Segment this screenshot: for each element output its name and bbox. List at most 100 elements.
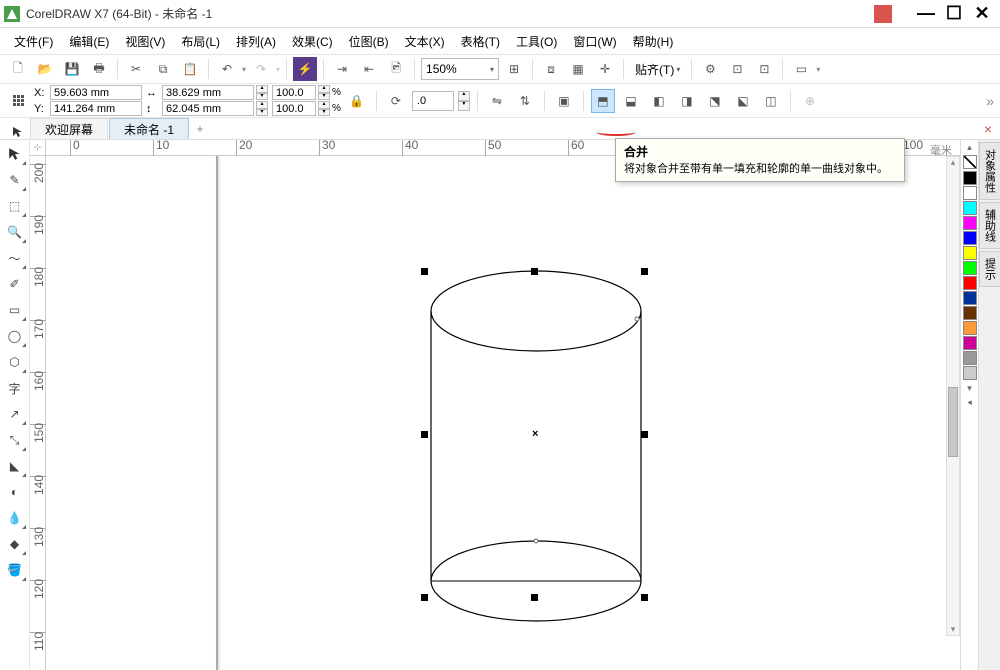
selection-handle[interactable] bbox=[531, 268, 538, 275]
connector-tool[interactable]: ⤡ bbox=[3, 428, 27, 452]
swatch-cccccc[interactable] bbox=[963, 366, 977, 380]
add-button[interactable]: ⊕ bbox=[798, 89, 822, 113]
import-button[interactable]: ⇥ bbox=[330, 57, 354, 81]
parallel-dim-tool[interactable]: ↗ bbox=[3, 402, 27, 426]
ruler-origin[interactable]: ⊹ bbox=[30, 140, 46, 156]
shape-tool[interactable]: ✎ bbox=[3, 168, 27, 192]
trim-button[interactable]: ⬓ bbox=[619, 89, 643, 113]
crop-tool[interactable]: ⬚ bbox=[3, 194, 27, 218]
transparency-tool[interactable]: ◐ bbox=[3, 480, 27, 504]
redo-button[interactable]: ↷ bbox=[249, 57, 273, 81]
rotation-spinner[interactable]: ▴▾ bbox=[458, 91, 470, 111]
interactive-fill-tool[interactable]: ◆ bbox=[3, 532, 27, 556]
swatch-00ffff[interactable] bbox=[963, 201, 977, 215]
menu-help[interactable]: 帮助(H) bbox=[625, 30, 682, 53]
toolbar-overflow[interactable]: » bbox=[986, 93, 994, 109]
back-minus-front-button[interactable]: ⬕ bbox=[731, 89, 755, 113]
menu-table[interactable]: 表格(T) bbox=[453, 30, 508, 53]
selection-handle[interactable] bbox=[641, 268, 648, 275]
save-button[interactable]: 💾 bbox=[60, 57, 84, 81]
docker-guidelines[interactable]: 辅助线 bbox=[979, 202, 1000, 249]
tab-close-button[interactable]: × bbox=[984, 121, 992, 137]
rulers-button[interactable]: ⧈ bbox=[539, 57, 563, 81]
menu-arrange[interactable]: 排列(A) bbox=[228, 30, 284, 53]
maximize-button[interactable]: ☐ bbox=[940, 4, 968, 24]
to-front-button[interactable]: ▣ bbox=[552, 89, 576, 113]
intersect-button[interactable]: ◧ bbox=[647, 89, 671, 113]
front-minus-back-button[interactable]: ⬔ bbox=[703, 89, 727, 113]
swatch-00ff00[interactable] bbox=[963, 261, 977, 275]
swatch-000000[interactable] bbox=[963, 171, 977, 185]
eyedropper-tool[interactable]: 💧 bbox=[3, 506, 27, 530]
paste-button[interactable]: 📋 bbox=[178, 57, 202, 81]
grid-button[interactable]: ▦ bbox=[566, 57, 590, 81]
x-input[interactable] bbox=[50, 85, 142, 100]
cut-button[interactable]: ✂ bbox=[124, 57, 148, 81]
scale-y-input[interactable] bbox=[272, 101, 316, 116]
snap-dropdown[interactable]: 贴齐(T)▾ bbox=[630, 58, 685, 80]
rectangle-tool[interactable]: ▭ bbox=[3, 298, 27, 322]
weld-button[interactable]: ⬒ bbox=[591, 89, 615, 113]
boundary-button[interactable]: ◫ bbox=[759, 89, 783, 113]
menu-effects[interactable]: 效果(C) bbox=[284, 30, 341, 53]
polygon-tool[interactable]: ⬡ bbox=[3, 350, 27, 374]
launcher-button[interactable]: ⊡ bbox=[725, 57, 749, 81]
menu-window[interactable]: 窗口(W) bbox=[565, 30, 624, 53]
mirror-h-button[interactable]: ⇋ bbox=[485, 89, 509, 113]
export-button[interactable]: ⇤ bbox=[357, 57, 381, 81]
menu-tools[interactable]: 工具(O) bbox=[508, 30, 565, 53]
artistic-media-tool[interactable]: ✐ bbox=[3, 272, 27, 296]
selection-handle[interactable] bbox=[641, 594, 648, 601]
swatch-ffffff[interactable] bbox=[963, 186, 977, 200]
scale-y-spinner[interactable]: ▴▾ bbox=[318, 101, 330, 116]
menu-file[interactable]: 文件(F) bbox=[6, 30, 61, 53]
scroll-thumb[interactable] bbox=[948, 387, 958, 457]
fullscreen-button[interactable]: ⊞ bbox=[502, 57, 526, 81]
guides-button[interactable]: ✛ bbox=[593, 57, 617, 81]
width-input[interactable] bbox=[162, 85, 254, 100]
swatch-663300[interactable] bbox=[963, 306, 977, 320]
docker-object-properties[interactable]: 对象属性 bbox=[979, 142, 1000, 200]
palette-down[interactable]: ▾ bbox=[963, 381, 977, 395]
copy-button[interactable]: ⧉ bbox=[151, 57, 175, 81]
scale-x-input[interactable] bbox=[272, 85, 316, 100]
scale-x-spinner[interactable]: ▴▾ bbox=[318, 85, 330, 100]
menu-text[interactable]: 文本(X) bbox=[397, 30, 453, 53]
palette-up[interactable]: ▴ bbox=[963, 140, 977, 154]
swatch-ffff00[interactable] bbox=[963, 246, 977, 260]
y-input[interactable] bbox=[50, 101, 142, 116]
menu-bitmap[interactable]: 位图(B) bbox=[341, 30, 397, 53]
swatch-ff0000[interactable] bbox=[963, 276, 977, 290]
text-tool[interactable]: 字 bbox=[3, 376, 27, 400]
menu-view[interactable]: 视图(V) bbox=[117, 30, 173, 53]
swatch-999999[interactable] bbox=[963, 351, 977, 365]
swatch-0000ff[interactable] bbox=[963, 231, 977, 245]
palette-flyout[interactable]: ◂ bbox=[963, 395, 977, 409]
cylinder-drawing[interactable]: × bbox=[426, 256, 646, 606]
swatch-ff00ff[interactable] bbox=[963, 216, 977, 230]
undo-button[interactable]: ↶ bbox=[215, 57, 239, 81]
vertical-ruler[interactable]: 200190180170160150140130120110 bbox=[30, 156, 46, 670]
publish-button[interactable]: 🖻 bbox=[384, 57, 408, 81]
mirror-v-button[interactable]: ⇅ bbox=[513, 89, 537, 113]
scroll-up-icon[interactable]: ▴ bbox=[947, 157, 959, 168]
canvas[interactable]: × bbox=[46, 156, 978, 670]
search-button[interactable]: ⚡ bbox=[293, 57, 317, 81]
selection-handle[interactable] bbox=[421, 431, 428, 438]
pick-tool[interactable] bbox=[3, 142, 27, 166]
rotation-input[interactable] bbox=[412, 91, 454, 111]
zoom-select[interactable]: 150% ▾ bbox=[421, 58, 499, 80]
menu-edit[interactable]: 编辑(E) bbox=[61, 30, 117, 53]
tab-welcome[interactable]: 欢迎屏幕 bbox=[30, 118, 108, 139]
height-spinner[interactable]: ▴▾ bbox=[256, 101, 268, 116]
menu-layout[interactable]: 布局(L) bbox=[173, 30, 228, 53]
minimize-button[interactable]: — bbox=[912, 4, 940, 24]
drop-shadow-tool[interactable]: ◣ bbox=[3, 454, 27, 478]
scroll-down-icon[interactable]: ▾ bbox=[947, 624, 959, 635]
freehand-tool[interactable]: 〜 bbox=[3, 246, 27, 270]
launcher2-button[interactable]: ⊡ bbox=[752, 57, 776, 81]
user-badge-icon[interactable] bbox=[874, 5, 892, 23]
customize-button[interactable]: ▭ bbox=[789, 57, 813, 81]
selection-handle[interactable] bbox=[421, 594, 428, 601]
swatch-none[interactable] bbox=[963, 155, 977, 169]
